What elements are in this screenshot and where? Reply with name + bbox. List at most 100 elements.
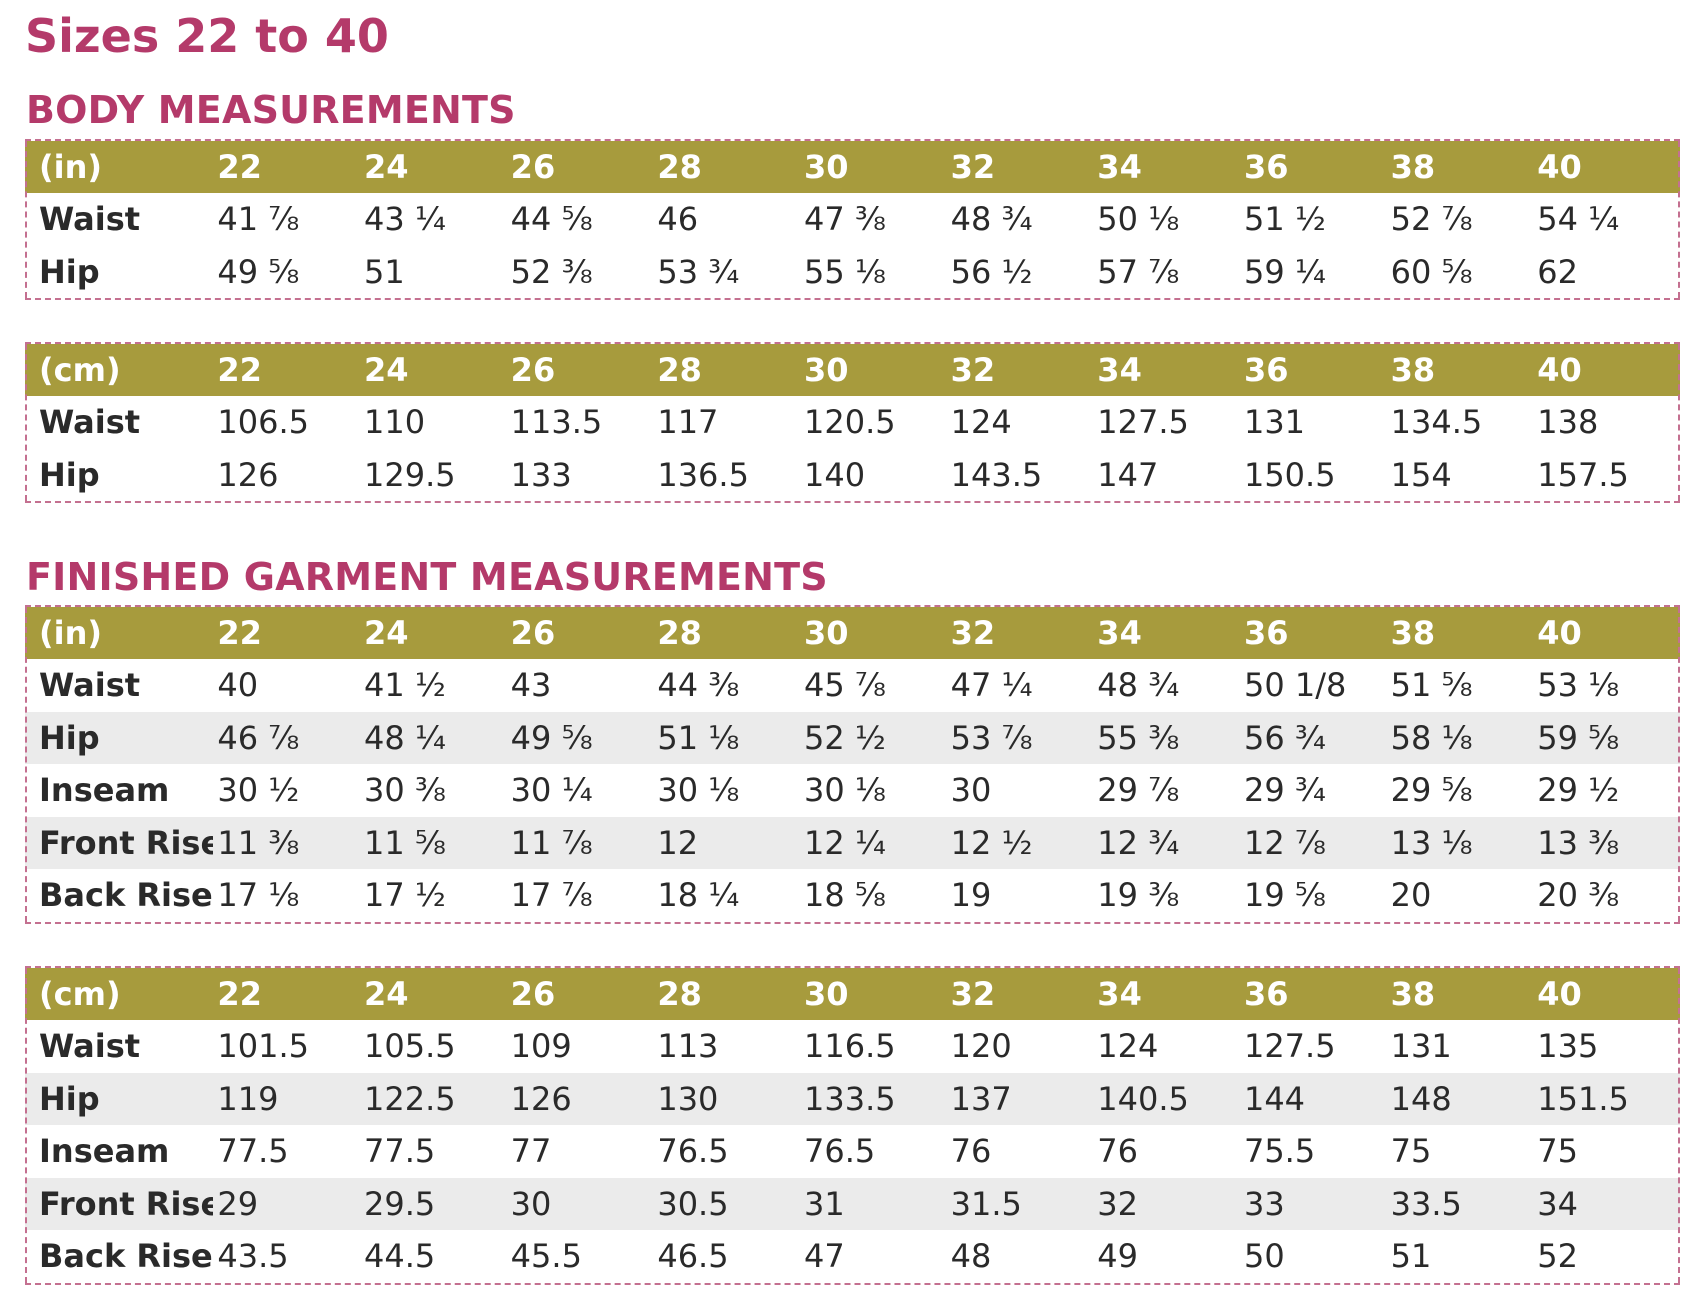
size-header: 40 [1537,148,1582,186]
measurement-value: 55 ⅜ [1097,718,1180,757]
measurement-value: 30 ⅛ [803,771,886,810]
measurement-value: 46 ⅞ [217,718,300,757]
measurement-value: 12 ¾ [1097,823,1180,862]
measurement-value: 13 ⅛ [1390,823,1473,862]
measurement-value: 46 [657,200,699,239]
measurement-value: 126 [217,455,279,494]
measurement-value: 124 [950,403,1012,442]
size-header: 36 [1243,148,1289,186]
size-header: 22 [217,148,262,186]
measurement-value: 18 ⅝ [803,876,886,915]
measurement-value: 19 ⅜ [1097,876,1180,915]
measurement-value: 131 [1243,403,1306,442]
table-header-row: (in) 22 24 26 28 30 32 34 36 38 40 [25,607,1680,659]
measurement-value: 47 [803,1237,845,1276]
table-header-row: (cm) 22 24 26 28 30 32 34 36 38 40 [25,344,1680,396]
measurement-value: 113.5 [510,403,603,442]
measurement-value: 56 ¾ [1243,718,1326,757]
measurement-value: 133.5 [803,1079,896,1118]
measurement-value: 11 ⅜ [217,823,300,862]
measurement-value: 48 ¾ [1097,666,1180,705]
size-header: 28 [657,351,702,389]
table-header-row: (in) 22 24 26 28 30 32 34 36 38 40 [25,141,1680,193]
measurement-value: 41 ⅞ [217,200,300,239]
table-row: Waist 41 ⅞ 43 ¼ 44 ⅝ 46 47 ⅜ 48 ¾ 50 ⅛ 51 ½ 52 ⅞ 5… [25,193,1680,246]
size-header: 28 [657,614,702,652]
size-header: 24 [364,614,409,652]
measurement-value: 126 [510,1079,572,1118]
measurement-value: 143.5 [950,455,1043,494]
measurement-value: 75 [1537,1132,1578,1171]
measurement-label: Hip [39,252,100,291]
measurement-value: 57 ⅞ [1097,252,1180,291]
measurement-value: 137 [950,1079,1012,1118]
measurement-value: 53 ⅛ [1537,666,1620,705]
unit-label: (in) [39,148,102,186]
measurement-value: 31.5 [950,1184,1022,1223]
measurement-value: 18 ¼ [657,876,740,915]
measurement-value: 43.5 [217,1237,289,1276]
measurement-value: 53 ⅞ [950,718,1033,757]
size-header: 30 [803,148,849,186]
size-header: 36 [1243,614,1289,652]
measurement-value: 12 ¼ [803,823,886,862]
measurement-label: Waist [39,666,141,705]
measurement-value: 33 [1243,1184,1285,1223]
size-header: 26 [510,148,556,186]
measurement-value: 54 ¼ [1537,200,1620,239]
size-header: 38 [1390,614,1436,652]
measurement-value: 30.5 [657,1184,729,1223]
measurement-value: 20 [1390,876,1432,915]
measurement-value: 59 ¼ [1243,252,1326,291]
unit-label: (cm) [39,351,121,389]
measurement-label: Waist [39,200,141,239]
measurement-label: Back Rise [39,1237,213,1276]
measurement-value: 45.5 [510,1237,582,1276]
measurement-value: 12 ½ [950,823,1033,862]
size-header: 24 [364,975,409,1013]
measurement-value: 17 ⅞ [510,876,593,915]
measurement-value: 52 ½ [803,718,886,757]
measurement-value: 19 [950,876,992,915]
measurement-value: 11 ⅝ [364,823,446,862]
measurement-value: 51 [364,252,405,291]
measurement-label: Inseam [39,771,170,810]
measurement-label: Front Rise [39,1184,214,1223]
measurement-value: 17 ½ [364,876,446,915]
size-header: 36 [1243,351,1289,389]
measurement-value: 140.5 [1097,1079,1189,1118]
size-header: 34 [1097,351,1142,389]
size-header: 38 [1390,148,1436,186]
measurement-value: 34 [1537,1184,1578,1223]
measurement-value: 76 [1097,1132,1139,1171]
measurement-value: 130 [657,1079,719,1118]
size-header: 32 [950,975,996,1013]
size-header: 36 [1243,975,1289,1013]
measurement-value: 113 [657,1027,719,1066]
table-row: Hip 49 ⅝ 51 52 ⅜ 53 ¾ 55 ⅛ 56 ½ 57 ⅞ 59 ¼ 60 ⅝ 62 [25,246,1680,299]
size-header: 26 [510,614,556,652]
measurement-value: 50 ⅛ [1097,200,1180,239]
measurement-value: 55 ⅛ [803,252,886,291]
measurement-value: 138 [1537,403,1599,442]
measurement-value: 45 ⅞ [803,666,886,705]
measurement-value: 43 [510,666,552,705]
unit-label: (cm) [39,975,121,1013]
measurement-value: 157.5 [1537,455,1629,494]
table-row: Waist 106.5 110 113.5 117 120.5 124 127.5 131 134… [25,396,1680,449]
measurement-label: Inseam [39,1132,170,1171]
measurement-value: 17 ⅛ [217,876,300,915]
size-header: 28 [657,148,702,186]
measurement-value: 77 [510,1132,552,1171]
measurement-value: 32 [1097,1184,1139,1223]
measurement-value: 117 [657,403,719,442]
measurement-value: 33.5 [1390,1184,1462,1223]
size-header: 24 [364,148,409,186]
measurement-value: 30 ½ [217,771,300,810]
measurement-value: 12 [657,823,699,862]
measurement-value: 46.5 [657,1237,729,1276]
page-title: Sizes 22 to 40 [25,9,389,63]
measurement-value: 20 ⅜ [1537,876,1620,915]
measurement-value: 76 [950,1132,992,1171]
